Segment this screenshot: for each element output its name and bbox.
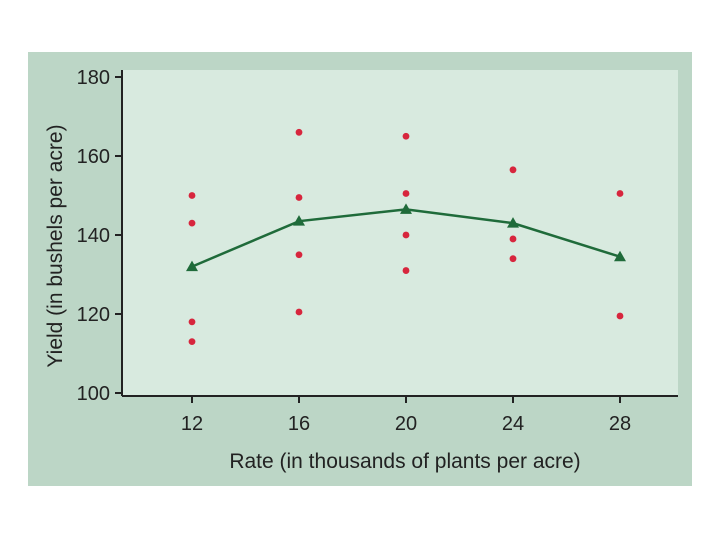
x-tick-label: 16 [288,413,310,435]
x-tick-label: 24 [502,413,524,435]
x-axis-ticks: 12 16 20 24 28 [181,396,631,435]
data-point [295,194,303,201]
data-point [402,190,410,197]
mean-marker-triangle [186,260,198,272]
data-point [509,166,517,174]
x-tick-label: 28 [609,413,631,435]
mean-marker-triangle [293,215,305,226]
y-tick-label: 100 [77,383,110,405]
data-point [188,219,196,227]
y-tick-label: 180 [77,67,110,89]
data-point [188,338,196,346]
data-point [295,128,303,136]
x-axis-title: Rate (in thousands of plants per acre) [229,450,580,473]
data-point [295,308,303,316]
y-axis-ticks: 100 120 140 160 180 [77,67,122,405]
axes [121,70,678,397]
data-point [509,255,517,263]
data-point [295,251,303,259]
x-tick-label: 12 [181,413,203,435]
x-tick-label: 20 [395,413,417,435]
trend-line-layer [186,203,626,272]
data-point [616,190,624,197]
data-point [188,318,196,326]
plot-area [122,70,678,396]
data-point [402,267,410,274]
y-tick-label: 160 [77,146,110,168]
data-point [509,235,517,243]
y-tick-label: 120 [77,304,110,326]
data-point [188,192,196,199]
mean-marker-triangle [614,250,626,262]
data-point [616,312,624,320]
mean-marker-triangle [400,203,412,214]
y-tick-label: 140 [77,225,110,247]
data-point [402,132,410,140]
scatter-points-layer [188,128,624,346]
data-point [402,231,410,239]
y-axis-title: Yield (in bushels per acre) [44,124,67,367]
mean-marker-triangle [507,217,519,228]
